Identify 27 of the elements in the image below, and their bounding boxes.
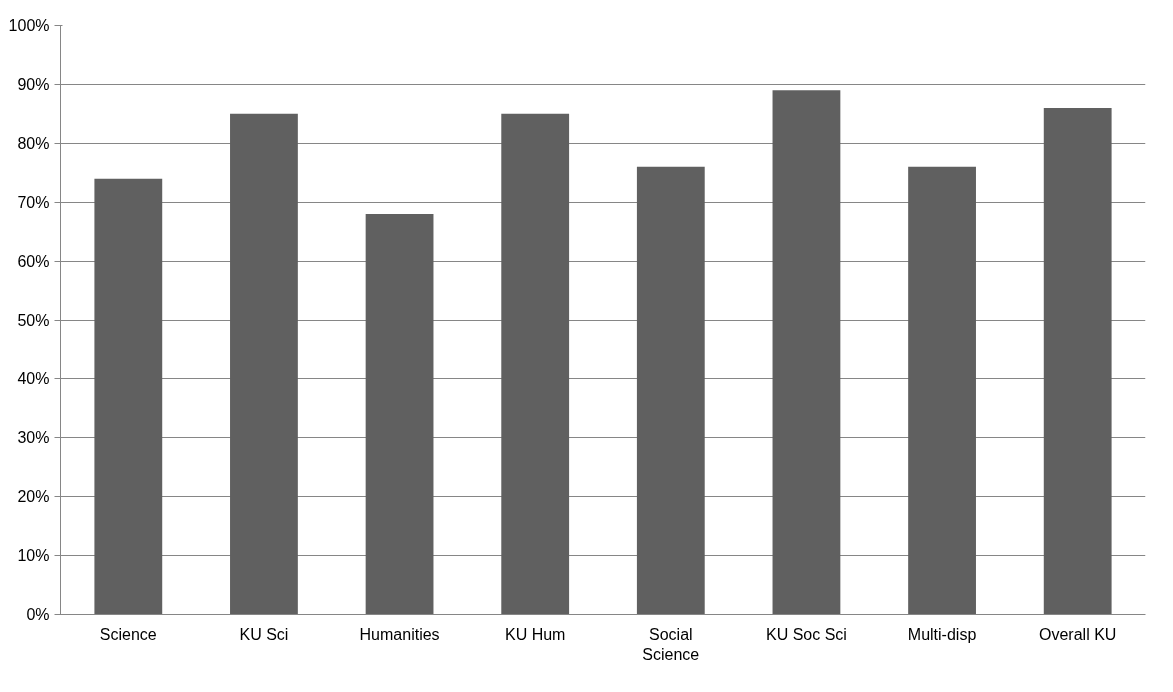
bar (636, 166, 705, 615)
x-tick-label: KU Soc Sci (765, 625, 847, 643)
y-tick-label: 30% (17, 429, 50, 447)
y-tick-label: 40% (17, 370, 50, 388)
y-tick-label: 0% (26, 606, 50, 623)
x-tick-label: Humanities (359, 625, 440, 643)
bar (908, 166, 976, 615)
y-tick-label: 80% (17, 134, 50, 152)
x-tick-label: Science (99, 625, 157, 643)
y-tick-label: 20% (17, 488, 50, 506)
y-tick-label: 90% (17, 75, 50, 93)
x-tick-label: Overall KU (1039, 625, 1117, 643)
bar (501, 113, 570, 615)
x-tick-label: Multi-disp (907, 625, 977, 643)
y-tick-label: 60% (17, 252, 50, 270)
bar (365, 213, 434, 615)
bar (94, 178, 163, 615)
x-tick-label: KU Hum (504, 625, 566, 643)
x-tick-label: KU Sci (239, 625, 289, 643)
bar (772, 90, 841, 615)
bar (230, 113, 298, 615)
x-tick-label: Social Science (642, 625, 700, 663)
y-tick-label: 50% (17, 311, 50, 329)
bar (1043, 107, 1112, 615)
y-tick-label: 100% (8, 17, 50, 34)
y-tick-label: 70% (17, 193, 50, 211)
y-tick-label: 10% (17, 547, 50, 565)
